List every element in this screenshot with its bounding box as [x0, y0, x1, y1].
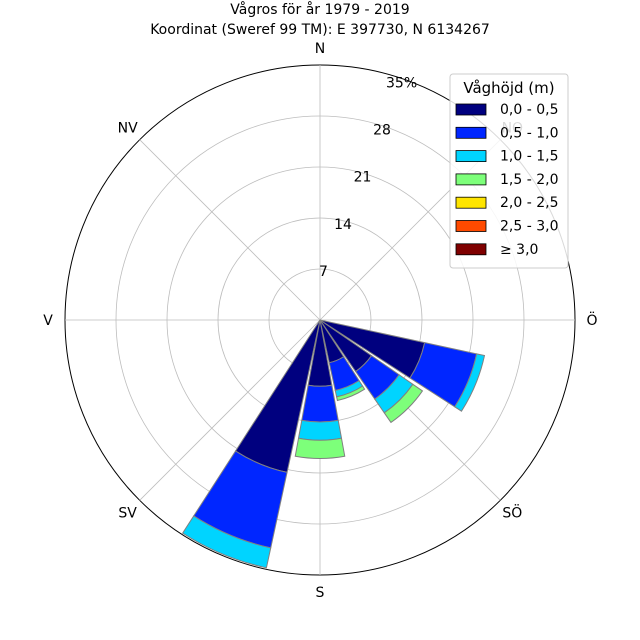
- direction-label: S: [316, 585, 325, 601]
- legend-title: Våghöjd (m): [463, 79, 554, 97]
- legend-label: 0,0 - 0,5: [500, 102, 558, 118]
- legend-label: 2,5 - 3,0: [500, 219, 558, 235]
- bar-segment: [301, 384, 339, 423]
- direction-label: Ö: [586, 311, 597, 329]
- direction-label: N: [315, 41, 325, 57]
- legend-label: 1,0 - 1,5: [500, 149, 558, 165]
- direction-label: NV: [118, 121, 138, 137]
- grid-spoke: [139, 319, 321, 501]
- wind-rose-bars: [181, 319, 486, 569]
- legend-frame: [449, 73, 569, 269]
- legend-items: 0,0 - 0,5 0,5 - 1,0 1,0 - 1,5 1,5 - 2,0 2,0 …: [455, 102, 558, 258]
- legend-label: 1,5 - 2,0: [500, 172, 558, 188]
- chart-title: Vågros för år 1979 - 2019: [230, 1, 409, 18]
- bar-segment: [297, 419, 343, 441]
- radial-tick-label: 21: [354, 170, 372, 186]
- legend-swatch: [455, 103, 487, 116]
- bar-segment: [294, 437, 346, 459]
- legend-swatch: [455, 243, 487, 256]
- radial-tick-label: 14: [334, 217, 352, 233]
- legend-label: ≥ 3,0: [500, 242, 538, 258]
- legend-swatch: [455, 173, 487, 186]
- direction-label: SV: [118, 505, 137, 521]
- bar-segment: [454, 353, 486, 412]
- legend-swatch: [455, 220, 487, 232]
- bar-segment: [181, 515, 272, 569]
- chart-subtitle: Koordinat (Sweref 99 TM): E 397730, N 61…: [150, 22, 490, 38]
- legend-label: 0,5 - 1,0: [500, 125, 558, 141]
- radial-tick-label: 7: [319, 264, 328, 280]
- radial-tick-label: 28: [373, 123, 391, 139]
- radial-tick-label: 35%: [386, 75, 417, 91]
- bar-segment: [336, 385, 366, 402]
- legend-label: 2,0 - 2,5: [500, 195, 558, 211]
- direction-label: SÖ: [502, 503, 522, 521]
- legend-swatch: [455, 126, 487, 139]
- legend-swatch: [455, 196, 487, 209]
- direction-label: V: [43, 313, 53, 329]
- legend: Våghöjd (m) 0,0 - 0,5 0,5 - 1,0 1,0 - 1,5 1…: [449, 73, 569, 269]
- grid-spoke: [139, 139, 321, 321]
- radial-tick-labels: 7 14 21 28 35%: [319, 75, 417, 279]
- legend-swatch: [455, 150, 487, 163]
- bar-segment: [383, 383, 424, 424]
